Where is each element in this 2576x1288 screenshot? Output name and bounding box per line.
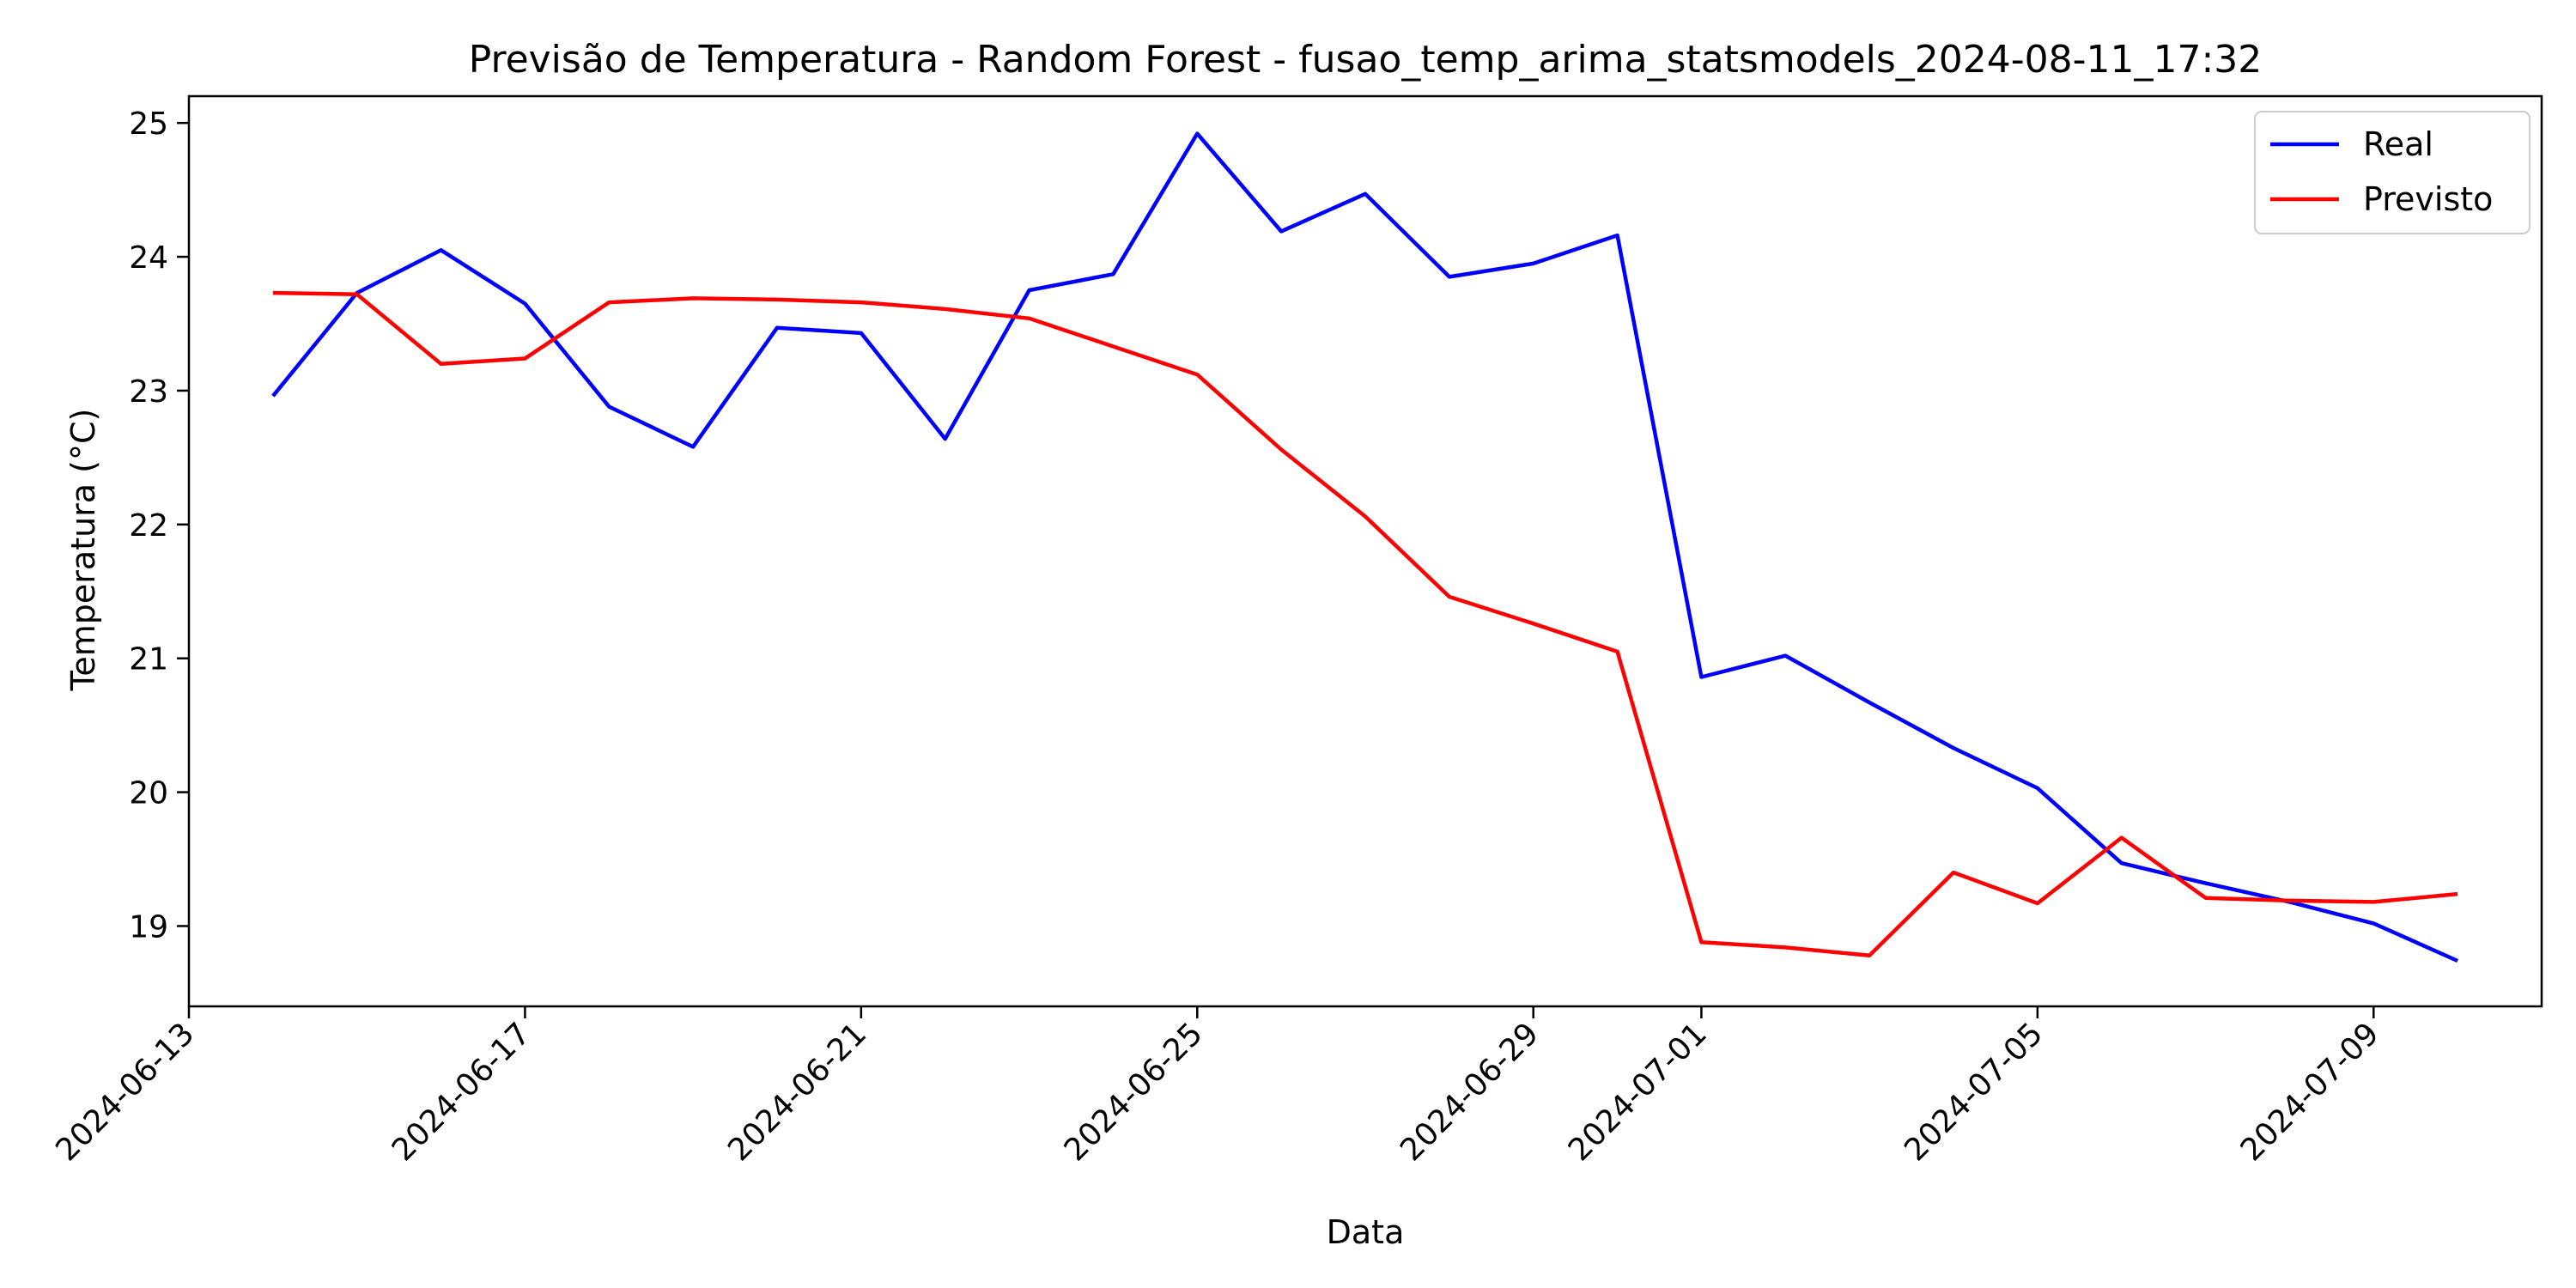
- x-tick-label: 2024-06-17: [386, 1016, 538, 1168]
- legend-label-previsto: Previsto: [2363, 180, 2493, 218]
- x-axis-label: Data: [1327, 1213, 1405, 1251]
- chart-title: Previsão de Temperatura - Random Forest …: [469, 38, 2263, 82]
- series-line-real: [271, 131, 2459, 963]
- x-tick-label: 2024-07-01: [1562, 1016, 1714, 1168]
- legend: Real Previsto: [2254, 111, 2530, 234]
- x-tick-label: 2024-06-21: [721, 1016, 873, 1168]
- y-axis-label: Temperatura (°C): [64, 409, 102, 692]
- x-tick-label: 2024-07-09: [2234, 1016, 2386, 1168]
- y-tick-label: 21: [129, 642, 168, 677]
- plot-area-frame: [187, 94, 2543, 1008]
- series-line-previsto: [272, 290, 2458, 958]
- x-tick-label: 2024-07-05: [1898, 1016, 2050, 1168]
- x-tick-label: 2024-06-29: [1394, 1016, 1546, 1168]
- y-tick-label: 23: [129, 374, 168, 410]
- y-tick-label: 25: [129, 106, 168, 142]
- y-tick-label: 20: [129, 776, 168, 811]
- y-tick-label: 19: [129, 909, 168, 945]
- axis-ticks: 2024-06-13 2024-06-17 2024-06-21 2024-06-25…: [49, 106, 2385, 1168]
- y-tick-label: 22: [129, 508, 168, 544]
- x-tick-label: 2024-06-25: [1058, 1016, 1210, 1168]
- series-lines: [271, 131, 2459, 963]
- legend-box: [2254, 111, 2530, 234]
- legend-label-real: Real: [2363, 125, 2433, 163]
- y-tick-label: 24: [129, 240, 168, 276]
- x-tick-label: 2024-06-13: [49, 1016, 201, 1168]
